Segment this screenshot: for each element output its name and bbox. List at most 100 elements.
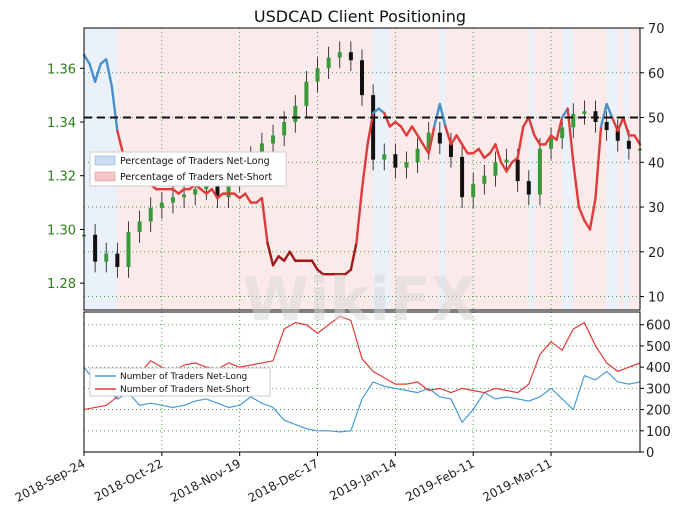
bg-band xyxy=(462,28,468,310)
bg-band xyxy=(628,28,635,310)
top-panel-border xyxy=(83,27,641,311)
candle-body xyxy=(471,183,476,198)
bg-band xyxy=(589,28,596,310)
legend-label-net-long: Percentage of Traders Net-Long xyxy=(120,156,270,167)
bottom-tick-label: 0 xyxy=(646,446,654,461)
pct-segment xyxy=(260,196,269,245)
top-panel: 1.28 1.30 1.32 1.34 1.36 10 20 30 40 50 60 70 Perc… xyxy=(47,22,665,311)
pct-segment xyxy=(633,134,642,146)
legend-label-net-short: Percentage of Traders Net-Short xyxy=(120,172,272,183)
candle-body xyxy=(537,148,542,195)
bg-band xyxy=(506,28,513,310)
price-candles xyxy=(82,41,642,278)
bg-band xyxy=(551,28,557,310)
pct-segment xyxy=(282,250,291,262)
left-tick-label: 1.34 xyxy=(47,116,76,131)
bg-band xyxy=(317,28,324,310)
candle-body xyxy=(282,122,287,136)
pct-segment xyxy=(505,161,514,173)
pct-segment xyxy=(433,102,442,128)
pct-segment xyxy=(244,192,253,204)
candle-body xyxy=(393,154,398,168)
candle-body xyxy=(293,105,298,122)
bg-band xyxy=(284,28,291,310)
bg-band xyxy=(434,28,441,310)
left-tick-label: 1.30 xyxy=(47,223,76,238)
bg-band xyxy=(478,28,485,310)
bottom-panel-border xyxy=(83,311,641,453)
bottom-legend-box xyxy=(89,367,271,397)
pct-net-short-line xyxy=(82,53,642,276)
bg-band xyxy=(523,28,530,310)
right-tick-label: 30 xyxy=(648,201,665,216)
pct-segment xyxy=(572,161,581,209)
bg-band xyxy=(84,28,90,310)
pct-segment xyxy=(605,102,614,119)
left-tick-label: 1.32 xyxy=(47,170,76,185)
candle-body xyxy=(193,189,198,195)
bottom-tick-label: 300 xyxy=(646,382,671,397)
bottom-legend: Number of Traders Net-Long Number of Tra… xyxy=(89,367,271,397)
pct-segment xyxy=(427,125,436,155)
bg-band xyxy=(328,28,335,310)
candle-body xyxy=(515,159,520,182)
candle-body xyxy=(348,52,353,61)
bg-band xyxy=(356,28,363,310)
x-tick-label: 2018-Oct-22 xyxy=(92,456,165,504)
pct-segment xyxy=(82,53,91,66)
candle-body xyxy=(626,140,631,149)
candle-body xyxy=(226,181,231,198)
bg-band xyxy=(634,28,641,310)
bg-band xyxy=(489,28,496,310)
bg-band xyxy=(445,28,452,310)
right-tick-label: 70 xyxy=(648,22,665,37)
pct-segment xyxy=(494,143,503,164)
pct-segment xyxy=(460,143,469,155)
candle-body xyxy=(460,156,465,198)
pct-segment xyxy=(416,134,425,146)
candle-body xyxy=(93,234,98,262)
bg-band xyxy=(389,28,396,310)
candle-body xyxy=(215,186,220,198)
bg-band xyxy=(450,28,457,310)
pct-segment xyxy=(110,84,119,133)
pct-segment xyxy=(449,134,458,146)
bg-band xyxy=(395,28,402,310)
bg-band xyxy=(512,28,518,310)
pct-segment xyxy=(488,143,497,155)
pct-segment xyxy=(622,116,631,137)
candle-body xyxy=(304,81,309,106)
pct-segment xyxy=(405,125,414,137)
candle-body xyxy=(204,186,209,190)
legend-label-count-net-short: Number of Traders Net-Short xyxy=(120,385,250,395)
bg-band xyxy=(378,28,385,310)
pct-segment xyxy=(599,102,608,128)
candle-body xyxy=(159,202,164,208)
legend-label-count-net-long: Number of Traders Net-Long xyxy=(120,372,247,382)
candle-body xyxy=(404,162,409,168)
pct-segment xyxy=(355,187,364,245)
bg-band xyxy=(539,28,546,310)
bg-band xyxy=(289,28,296,310)
bg-band xyxy=(323,28,329,310)
candle-body xyxy=(549,138,554,149)
bg-band xyxy=(334,28,341,310)
x-tick-label: 2018-Sep-24 xyxy=(13,456,88,505)
bg-band xyxy=(428,28,435,310)
candle-body xyxy=(493,162,498,176)
bg-band xyxy=(300,28,307,310)
bg-band xyxy=(578,28,585,310)
bg-band xyxy=(617,28,624,310)
bg-band xyxy=(373,28,379,310)
pct-segment xyxy=(499,161,508,173)
pct-segment xyxy=(522,116,530,128)
x-axis-date-ticks: 2018-Sep-24 2018-Oct-22 2018-Nov-19 2018-De… xyxy=(13,452,554,505)
pct-segment xyxy=(438,102,447,128)
bg-band xyxy=(467,28,474,310)
candle-body xyxy=(437,132,442,144)
bottom-tick-label: 500 xyxy=(646,340,671,355)
bg-band xyxy=(567,28,574,310)
candle-body xyxy=(182,194,187,198)
pct-segment xyxy=(616,116,625,133)
